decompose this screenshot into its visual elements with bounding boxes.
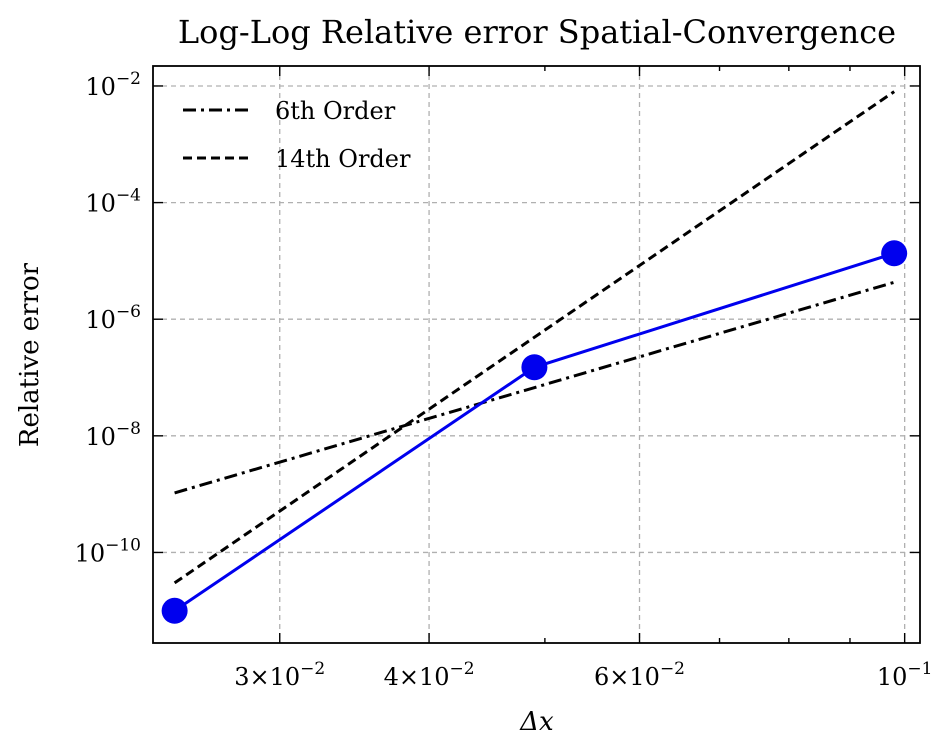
y-axis-label: Relative error xyxy=(15,262,45,447)
x-tick-label: 6×10−2 xyxy=(594,659,685,691)
data-point xyxy=(521,354,548,381)
x-axis-label: Δx xyxy=(519,707,554,737)
plot-area-frame xyxy=(152,65,921,644)
x-tick-label: 3×10−2 xyxy=(234,659,325,691)
legend-label: 6th Order xyxy=(275,97,396,125)
series-line-14th-order xyxy=(173,90,896,585)
plot-series xyxy=(161,90,908,624)
grid-lines xyxy=(153,66,920,643)
y-tick-label: 10−2 xyxy=(85,69,141,101)
y-tick-label: 10−8 xyxy=(85,419,141,451)
x-tick-label: 4×10−2 xyxy=(384,659,475,691)
legend: 6th Order 14th Order xyxy=(183,97,411,173)
legend-label: 14th Order xyxy=(275,145,411,173)
data-point xyxy=(881,240,908,267)
y-tick-label: 10−4 xyxy=(85,186,141,218)
x-tick-label: 10−1 xyxy=(877,659,933,691)
series-line-relative-error xyxy=(173,251,895,613)
series-line-6th-order xyxy=(174,280,895,495)
y-tick-label: 10−6 xyxy=(85,302,141,334)
chart-title: Log-Log Relative error Spatial-Convergen… xyxy=(178,13,896,51)
axis-ticks: 3×10−2 4×10−2 6×10−2 10−1 10−10 10−8 10−6 10−4 1… xyxy=(75,66,933,691)
data-point xyxy=(161,597,188,624)
y-tick-label: 10−10 xyxy=(75,535,141,567)
